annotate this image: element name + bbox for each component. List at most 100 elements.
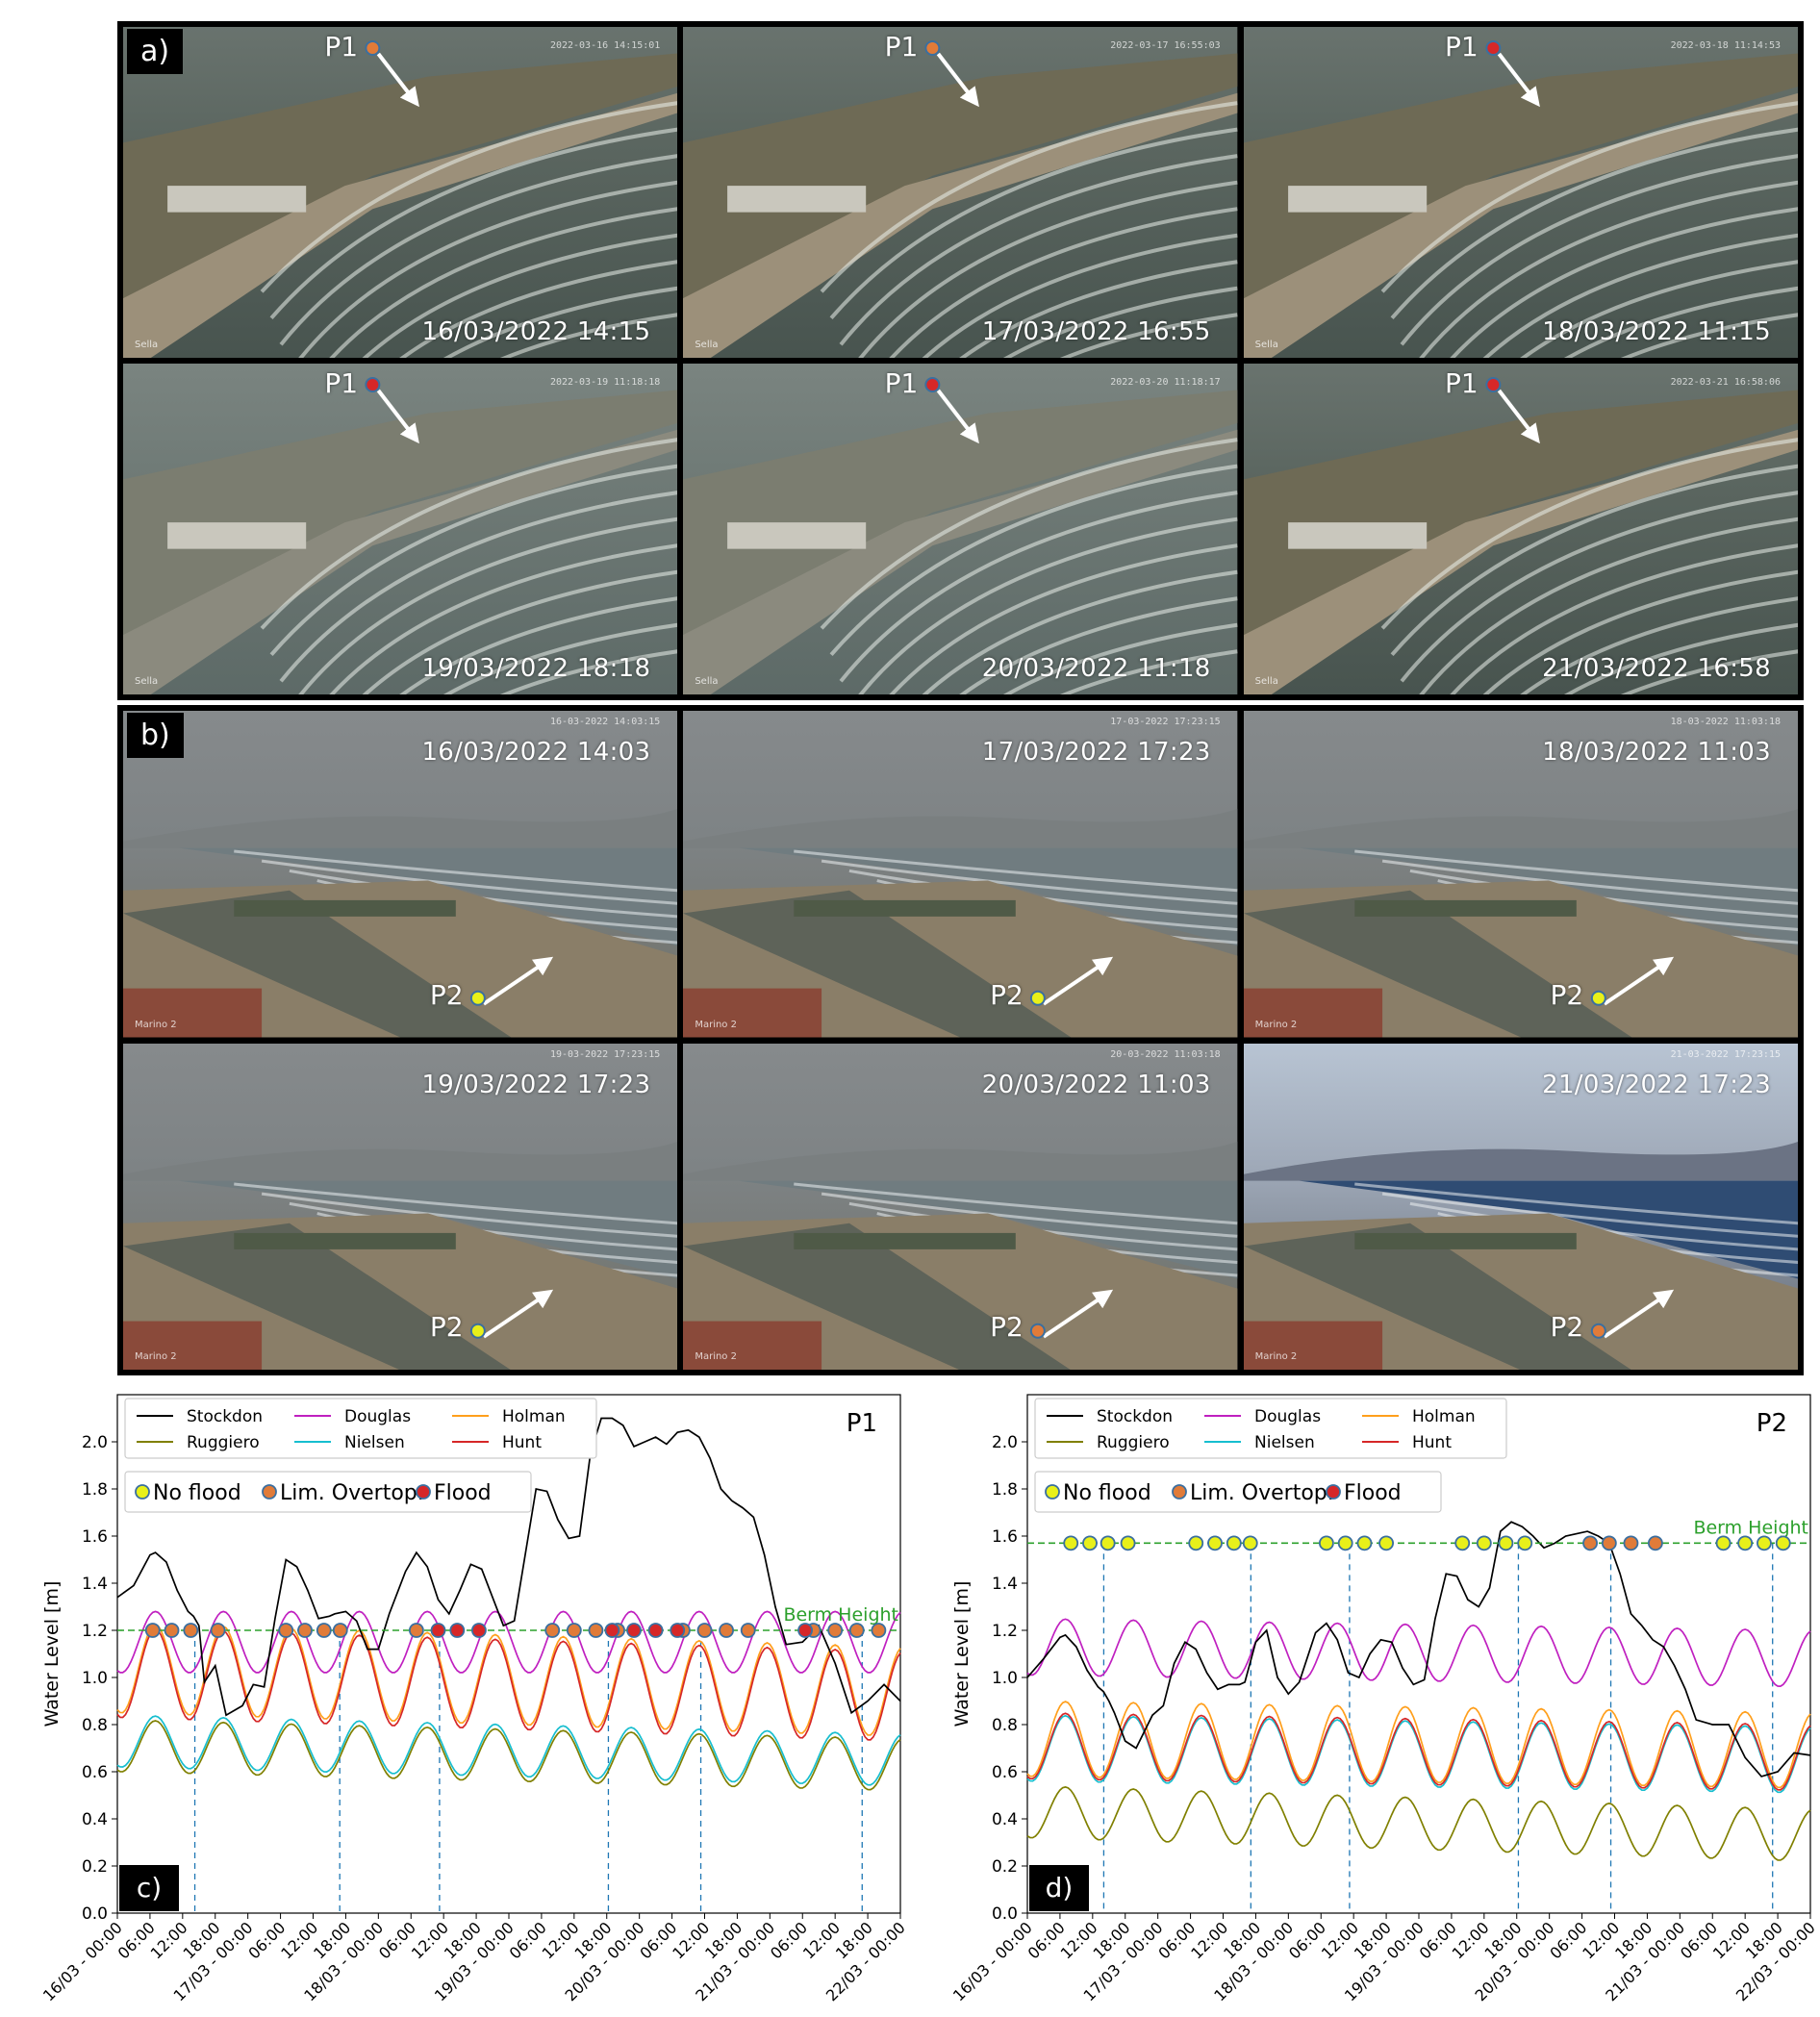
flood-marker-none [1378,1535,1394,1551]
point-label: P1 [324,31,359,63]
camera-name: Marino 2 [1254,1019,1298,1030]
direction-arrow [1497,52,1540,108]
x-tick-label: 16/03 - 00:00 [39,1918,126,2004]
legend-label: No flood [153,1481,241,1505]
direction-arrow [1497,389,1540,444]
legend-label: Flood [1344,1481,1402,1505]
flood-marker-lim [278,1623,294,1638]
timestamp: 16/03/2022 14:03 [421,738,651,767]
chart-point-label: P1 [847,1409,877,1438]
y-tick-label: 1.8 [82,1480,108,1500]
series-hunt [1026,1712,1811,1791]
point-marker [924,377,941,392]
legend-label: Hunt [1412,1433,1452,1452]
timestamp: 16/03/2022 14:15 [421,317,651,346]
chart-c-svg: 0.0 0.2 0.4 0.6 0.8 1.0 1.2 1.4 1.6 1.8 2.0 Water L… [39,1394,909,2004]
scene-image [683,711,1238,1038]
y-tick-label: 1.4 [82,1575,108,1594]
camera-stamp: 16-03-2022 14:03:15 [549,717,661,727]
camera-stamp: 20-03-2022 11:03:18 [1110,1048,1221,1060]
photo-a-5: P1 20/03/2022 11:18 2022-03-20 11:18:17 Sel… [683,364,1238,694]
flood-marker-none [1356,1535,1373,1551]
camera-stamp: 2022-03-20 11:18:17 [1110,377,1221,388]
y-tick-label: 0.4 [992,1810,1018,1829]
flood-marker-lim [1647,1535,1663,1551]
flood-marker-none [1100,1535,1116,1551]
y-tick-label: 1.0 [82,1669,108,1688]
chart-d-svg: 0.0 0.2 0.4 0.6 0.8 1.0 1.2 1.4 1.6 1.8 2.0 Water L… [949,1394,1819,2004]
flood-marker-lim [1582,1535,1598,1551]
panel-b-photos: b) P2 16/03/2022 14:03 16-03-2022 14:03:15… [117,705,1804,1375]
x-tick-label: 16/03 - 00:00 [949,1918,1036,2004]
point-label: P1 [324,367,359,399]
chart-d-p2: 0.0 0.2 0.4 0.6 0.8 1.0 1.2 1.4 1.6 1.8 2.0 Water L… [910,1381,1820,2013]
timestamp: 19/03/2022 18:18 [421,654,651,683]
legend-marker [135,1484,150,1500]
flood-marker-flood [471,1623,487,1638]
flood-marker-flood [604,1623,620,1638]
photo-b-2: P2 17/03/2022 17:23 17-03-2022 17:23:15 Mar… [683,711,1238,1038]
camera-name: Sella [1254,340,1278,350]
legend-models: Stockdon Douglas Holman Ruggiero Nielsen Hunt [1034,1398,1507,1459]
legend-label: Douglas [1254,1407,1321,1426]
timestamp: 18/03/2022 11:03 [1542,738,1771,767]
legend-label: Hunt [502,1433,542,1452]
scene-image [1243,364,1798,694]
point-label: P1 [884,367,919,399]
point-marker [469,990,486,1006]
photo-a-6: P1 21/03/2022 16:58 2022-03-21 16:58:06 Sel… [1243,364,1798,694]
camera-stamp: 19-03-2022 17:23:15 [549,1048,661,1060]
legend-label: Lim. Overtop. [280,1481,424,1505]
legend-models: Stockdon Douglas Holman Ruggiero Nielsen Hunt [124,1398,597,1459]
camera-stamp: 17-03-2022 17:23:15 [1110,717,1221,727]
point-marker [1030,1323,1047,1339]
legend-label: Ruggiero [1097,1433,1170,1452]
legend-label: Stockdon [1097,1407,1173,1426]
chart-point-label: P2 [1757,1409,1787,1438]
y-tick-label: 0.8 [82,1716,108,1735]
timestamp: 18/03/2022 11:15 [1542,317,1771,346]
flood-marker-lim [566,1623,582,1638]
flood-marker-lim [210,1623,226,1638]
series-stockdon [1026,1521,1811,1777]
y-tick-label: 2.0 [82,1433,108,1452]
scene-image [1243,1043,1798,1370]
y-tick-label: 1.8 [992,1480,1018,1500]
flood-marker-flood [626,1623,642,1638]
legend-label: Lim. Overtop. [1190,1481,1334,1505]
direction-arrow [1043,956,1114,1006]
series-holman [1026,1701,1811,1789]
direction-arrow [937,389,980,444]
y-tick-label: 0.8 [992,1716,1018,1735]
point-label: P2 [1550,1311,1584,1344]
y-tick-label: 0.4 [82,1810,108,1829]
series-hunt [116,1627,901,1741]
photo-b-1: P2 16/03/2022 14:03 16-03-2022 14:03:15 Mar… [123,711,678,1038]
photo-a-2: P1 17/03/2022 16:55 2022-03-17 16:55:03 Sel… [683,27,1238,358]
svg-text:d): d) [1046,1872,1074,1904]
point-marker [1030,990,1047,1006]
scene-image [1243,27,1798,358]
scene-image [683,27,1238,358]
legend-marker [416,1484,431,1500]
y-tick-label: 1.4 [992,1575,1018,1594]
flood-marker-none [1120,1535,1136,1551]
legend-marker [1326,1484,1341,1500]
flood-marker-lim [848,1623,865,1638]
chart-c-p1: 0.0 0.2 0.4 0.6 0.8 1.0 1.2 1.4 1.6 1.8 2.0 Water L… [0,1381,910,2013]
direction-arrow [1603,956,1674,1006]
camera-stamp: 2022-03-21 16:58:06 [1670,377,1781,388]
point-marker [469,1323,486,1339]
flood-marker-none [1775,1535,1791,1551]
photo-a-4: P1 19/03/2022 18:18 2022-03-19 11:18:18 Sel… [123,364,678,694]
flood-marker-none [1454,1535,1471,1551]
photo-b-5: P2 20/03/2022 11:03 20-03-2022 11:03:18 Mar… [683,1043,1238,1370]
point-label: P1 [884,31,919,63]
y-axis-label: Water Level [m] [41,1581,63,1727]
point-marker [365,40,381,56]
y-tick-label: 1.6 [992,1527,1018,1547]
y-tick-label: 0.6 [992,1763,1018,1782]
point-label: P1 [1445,31,1479,63]
legend-marker [262,1484,277,1500]
camera-stamp: 21-03-2022 17:23:15 [1670,1048,1781,1060]
